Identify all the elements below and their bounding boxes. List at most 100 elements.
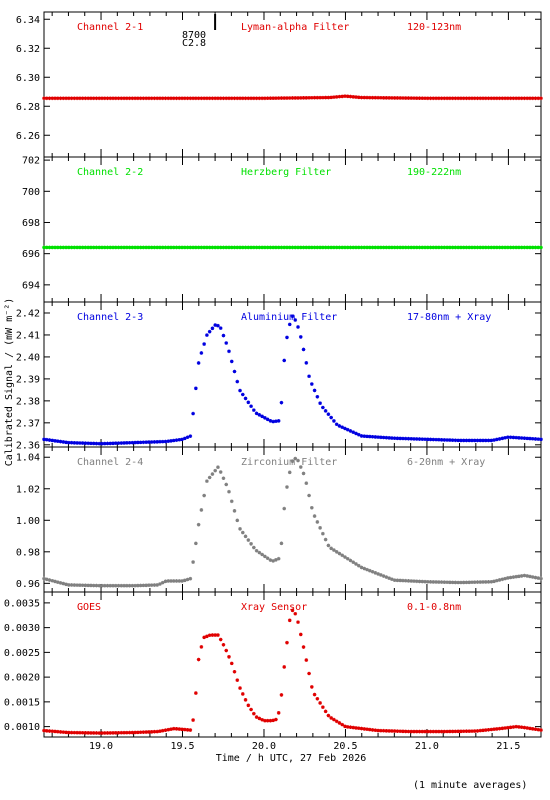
data-point (152, 729, 157, 734)
data-point (356, 432, 361, 437)
data-point (301, 645, 306, 649)
data-point (528, 96, 532, 101)
data-point (356, 245, 361, 250)
data-point (91, 245, 96, 250)
data-point (442, 438, 447, 442)
data-point (183, 436, 187, 441)
data-point (235, 96, 240, 101)
data-point (224, 648, 229, 653)
data-point (243, 96, 248, 101)
data-point (89, 441, 93, 446)
data-point (384, 435, 389, 440)
data-point (301, 347, 306, 352)
data-point (213, 96, 217, 101)
data-point (221, 96, 226, 101)
data-point (271, 245, 275, 250)
data-point (500, 245, 505, 250)
data-point (445, 729, 449, 734)
data-point (323, 409, 328, 413)
data-point (522, 573, 527, 578)
data-point (539, 245, 543, 250)
data-point (174, 96, 179, 101)
data-point (379, 573, 383, 577)
data-point (293, 456, 298, 461)
data-point (329, 546, 333, 551)
data-point (340, 553, 344, 558)
data-point (158, 96, 162, 101)
data-point (147, 96, 151, 101)
data-point (508, 96, 513, 101)
data-point (199, 508, 204, 512)
data-point (475, 245, 480, 250)
panel-channel-2-2: 694 696 698 700 702 Channel 2-2 Herzberg Filte… (22, 156, 543, 303)
data-point (47, 245, 52, 250)
data-point (75, 96, 79, 101)
data-point (177, 727, 182, 731)
data-point (530, 245, 535, 250)
data-point (390, 96, 394, 100)
data-point (343, 724, 347, 729)
data-point (180, 579, 184, 583)
data-point (94, 731, 99, 735)
data-point (359, 726, 364, 731)
y-tick-label: 6.32 (16, 44, 40, 55)
data-point (359, 434, 364, 438)
data-point (536, 96, 541, 101)
data-point (296, 620, 300, 624)
data-point (216, 96, 220, 101)
data-point (403, 245, 408, 250)
x-axis-title: Time / h UTC, 27 Feb 2026 (216, 753, 367, 764)
data-point (486, 727, 491, 732)
data-point (152, 583, 157, 587)
data-point (315, 696, 320, 701)
data-point (61, 581, 66, 586)
data-point (406, 436, 411, 441)
data-point (205, 333, 209, 337)
data-point (75, 583, 79, 587)
data-point (517, 436, 521, 440)
data-point (293, 318, 298, 322)
data-point (174, 245, 179, 250)
data-point (133, 245, 137, 250)
data-point (218, 96, 223, 101)
data-point (348, 558, 353, 563)
data-point (395, 578, 400, 583)
data-point (263, 416, 267, 420)
data-point (387, 729, 391, 733)
data-point (69, 440, 74, 445)
data-point (326, 245, 331, 250)
data-point (310, 245, 314, 250)
data-point (497, 96, 502, 101)
y-tick-label: 2.39 (16, 374, 40, 385)
data-point (310, 505, 314, 510)
data-point (216, 465, 220, 470)
data-point (500, 436, 505, 441)
data-point (497, 726, 502, 731)
data-point (44, 245, 49, 250)
data-point (307, 245, 311, 250)
data-point (310, 95, 314, 100)
data-point (470, 729, 474, 733)
data-point (506, 725, 510, 730)
data-point (472, 438, 477, 443)
y-tick-label: 0.0025 (4, 648, 40, 659)
data-point (351, 94, 356, 99)
data-point (177, 579, 182, 583)
data-point (263, 245, 267, 250)
data-point (362, 727, 367, 731)
data-point (265, 245, 270, 250)
data-point (144, 96, 148, 101)
data-point (365, 567, 369, 572)
data-point (470, 245, 474, 250)
data-point (536, 576, 541, 580)
data-point (191, 245, 195, 250)
data-point (282, 96, 287, 100)
panel-label: 17-80nm + Xray (407, 312, 491, 323)
data-point (318, 526, 322, 530)
data-point (337, 94, 342, 99)
data-point (304, 658, 309, 662)
data-point (50, 729, 55, 734)
data-point (403, 578, 408, 583)
data-point (232, 369, 237, 374)
panel-label: 190-222nm (407, 167, 461, 178)
